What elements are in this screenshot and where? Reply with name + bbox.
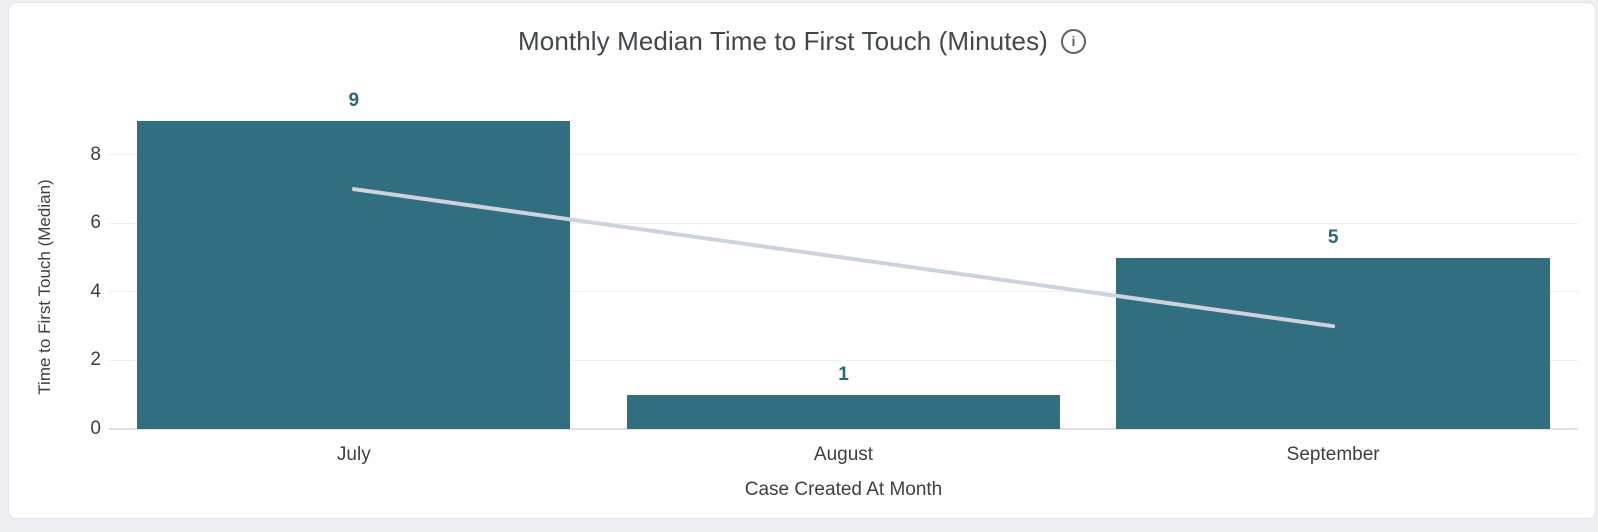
- info-icon[interactable]: i: [1060, 28, 1086, 54]
- bar-july[interactable]: [137, 120, 571, 429]
- x-axis-line: [109, 428, 1578, 430]
- bar-august[interactable]: [626, 394, 1061, 429]
- chart-header: Monthly Median Time to First Touch (Minu…: [9, 25, 1595, 57]
- x-axis-ticks: July August September: [109, 443, 1578, 467]
- gridline-8: [109, 154, 1578, 156]
- x-axis-title: Case Created At Month: [744, 479, 943, 500]
- x-tick-label: September: [1286, 444, 1380, 465]
- bar-september[interactable]: [1116, 257, 1550, 429]
- chart-card: Monthly Median Time to First Touch (Minu…: [8, 2, 1596, 519]
- chart-title: Monthly Median Time to First Touch (Minu…: [518, 26, 1048, 56]
- bar-value-label: 9: [348, 89, 360, 111]
- y-tick-label: 4: [90, 280, 101, 302]
- bar-value-label: 5: [1327, 226, 1339, 248]
- x-tick-label: July: [336, 444, 371, 465]
- y-tick-label: 8: [90, 143, 101, 165]
- bar-value-label: 1: [838, 363, 849, 385]
- gridline-2: [109, 359, 1578, 361]
- y-tick-label: 0: [90, 418, 101, 439]
- y-axis-ticks: 0 2 4 6 8: [45, 76, 101, 439]
- x-tick-label: August: [813, 444, 874, 465]
- y-tick-label: 6: [90, 212, 101, 234]
- y-tick-label: 2: [90, 349, 101, 371]
- plot-area: 9 1 5: [109, 76, 1578, 430]
